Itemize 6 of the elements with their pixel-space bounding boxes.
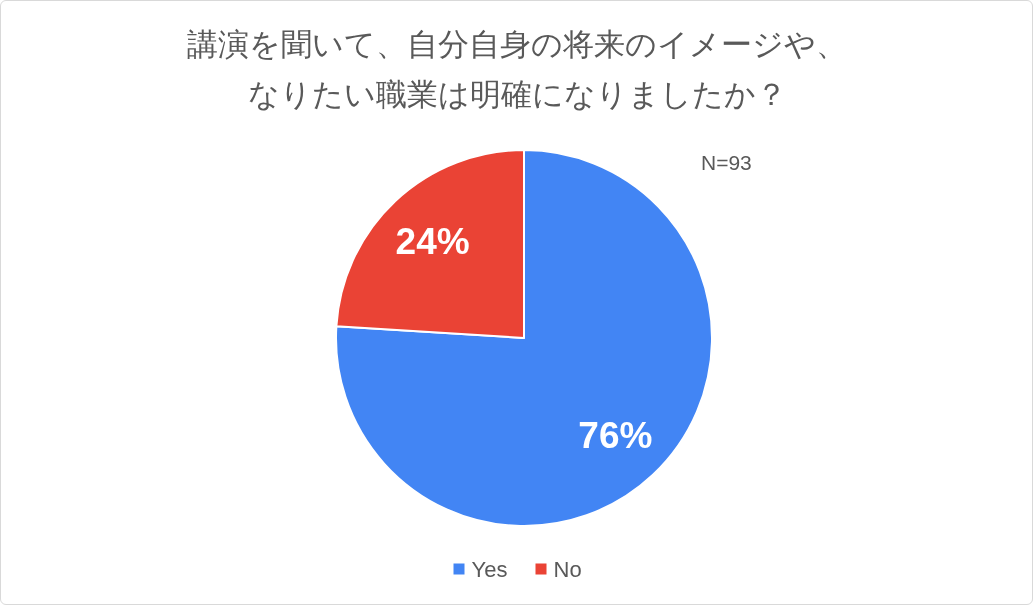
data-label: 24% <box>395 220 470 262</box>
legend-label: No <box>553 557 582 582</box>
text: N=93 <box>701 151 752 175</box>
chart-title: 講演を聞いて、自分自身の将来のイメージや、なりたい職業は明確になりましたか？ <box>186 25 848 114</box>
data-label: 76% <box>578 415 653 457</box>
legend-label: Yes <box>471 557 508 582</box>
